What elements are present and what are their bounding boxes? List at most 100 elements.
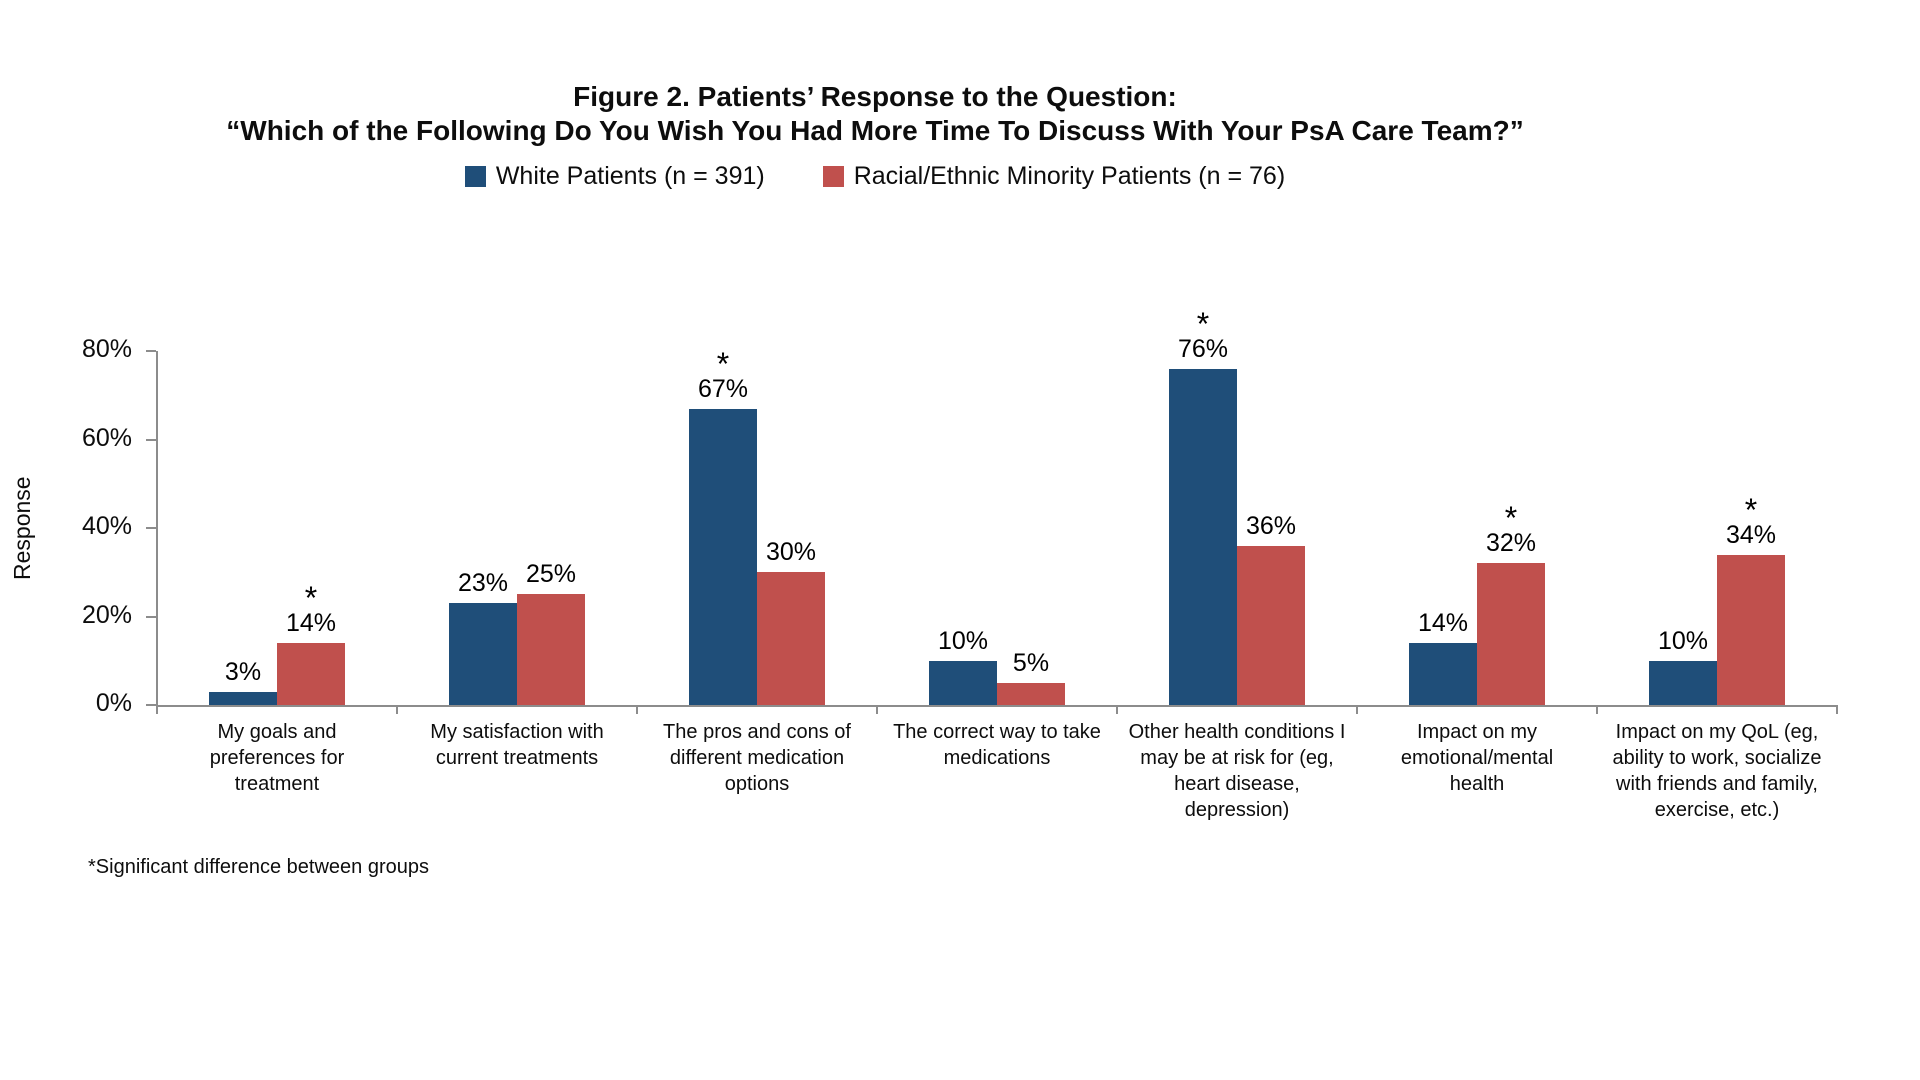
y-tick-mark [146,704,156,706]
category-label: The pros and cons of different medicatio… [663,721,851,795]
bar-minority-patients [757,572,825,705]
x-tick-mark [1116,705,1118,714]
bar-white-patients [689,409,757,705]
bar-white-patients [1409,643,1477,705]
x-axis-label-cell: Other health conditions I may be at risk… [1117,719,1357,823]
legend-item: Racial/Ethnic Minority Patients (n = 76) [822,162,1286,191]
bar-white-patients [1649,661,1717,705]
bar-value-label: * 14% [241,580,381,638]
bar-value-label: * 32% [1441,500,1581,558]
bar-minority-patients [1717,555,1785,705]
category-group: 23% 25% [397,351,637,705]
bar-white-patients [929,661,997,705]
bar-white-patients [209,692,277,705]
bar-value: 14% [1417,609,1469,637]
bar-minority-patients [517,594,585,705]
legend-swatch-icon [464,166,486,187]
significance-asterisk: * [304,580,318,616]
x-tick-mark [156,705,158,714]
x-axis-label-cell: Impact on my emotional/mental health [1357,719,1597,797]
y-tick-label: 20% [81,600,132,629]
category-group: 3% * 14% [157,351,397,705]
y-tick-mark [146,438,156,441]
bar-value-label: 10% [1613,626,1753,656]
bar-value-label: 14% [1373,608,1513,638]
bar-minority-patients [997,683,1065,705]
chart-title-line1: Figure 2. Patients’ Response to the Ques… [573,81,1177,112]
chart-legend: White Patients (n = 391) Racial/Ethnic Mi… [0,162,1750,191]
legend-label: Racial/Ethnic Minority Patients (n = 76) [853,162,1286,190]
legend-label: White Patients (n = 391) [495,162,765,190]
bar-value-label: 36% [1201,511,1341,541]
bar-value: 3% [224,658,262,686]
category-label: Impact on my QoL (eg, ability to work, s… [1612,721,1822,821]
x-tick-mark [1356,705,1358,714]
x-axis-label-cell: The pros and cons of different medicatio… [637,719,877,797]
chart-title-line2: “Which of the Following Do You Wish You … [226,115,1524,146]
y-tick-mark [146,615,156,618]
bar-value: 32% [1485,529,1537,557]
bar-value: 5% [1012,649,1050,677]
y-axis-line [156,351,158,713]
category-label: Impact on my emotional/mental health [1400,721,1554,795]
bar-value-label: 10% [893,626,1033,656]
bar-value-label: 3% [173,657,313,687]
bar-value-label: * 76% [1133,306,1273,364]
x-axis-label-cell: My satisfaction with current treatments [397,719,637,771]
bar-chart: Response 0% 20% 40% 60% 80% 3% * 14% 23% 25% * 67%… [9,308,1838,821]
bar-value: 36% [1245,512,1297,540]
y-tick-label: 80% [81,335,132,363]
y-tick-mark [146,350,156,352]
bar-minority-patients [1477,563,1545,705]
category-group: * 67% 30% [637,346,877,705]
category-label: My goals and preferences for treatment [209,721,345,795]
bar-value-label: * 67% [653,346,793,404]
bar-white-patients [449,603,517,705]
x-tick-mark [876,705,878,714]
bar-minority-patients [277,643,345,705]
bar-value-label: 5% [961,648,1101,678]
category-label: My satisfaction with current treatments [430,721,604,769]
bar-value: 67% [697,375,749,403]
bar-value: 23% [457,569,509,597]
significance-asterisk: * [1196,306,1210,342]
x-axis-label-cell: My goals and preferences for treatment [157,719,397,797]
significance-asterisk: * [716,346,730,382]
x-tick-mark [396,705,398,714]
category-label: Other health conditions I may be at risk… [1128,721,1346,821]
bar-value: 25% [525,560,577,588]
category-group: * 76% 36% [1117,308,1357,705]
y-tick-label: 0% [95,689,132,717]
bar-value-label: 23% [413,568,553,598]
x-tick-mark [636,705,638,714]
x-tick-mark [1836,705,1838,714]
x-axis-line [156,705,1838,707]
legend-item: White Patients (n = 391) [464,162,765,191]
plot-area: 3% * 14% 23% 25% * 67% 30% 10% 5% * 76% 36% 14% * 32% 10… [157,308,1837,705]
legend-swatch-icon [822,166,844,187]
y-tick-label: 40% [81,512,132,540]
x-axis-label-cell: The correct way to take medications [877,719,1117,771]
bar-value-label: * 34% [1681,494,1821,550]
x-axis-label-cell: Impact on my QoL (eg, ability to work, s… [1597,719,1837,823]
x-tick-mark [1596,705,1598,714]
bar-value: 34% [1725,521,1777,549]
chart-title: Figure 2. Patients’ Response to the Ques… [0,80,1750,148]
bar-value: 76% [1177,335,1229,363]
y-tick-mark [146,527,156,529]
bar-value: 14% [285,609,337,637]
footnote: *Significant difference between groups [88,856,429,878]
bar-value-label: 25% [481,559,621,589]
bar-white-patients [1169,369,1237,705]
category-group: 14% * 32% [1357,351,1597,705]
y-tick-label: 60% [81,423,132,452]
category-group: 10% * 34% [1597,351,1837,705]
significance-asterisk: * [1504,500,1518,536]
category-label: The correct way to take medications [893,721,1101,769]
bar-value: 30% [765,538,817,566]
bar-value: 10% [1657,627,1709,655]
bar-value-label: 30% [721,537,861,567]
bar-minority-patients [1237,546,1305,705]
bar-value: 10% [937,627,989,655]
